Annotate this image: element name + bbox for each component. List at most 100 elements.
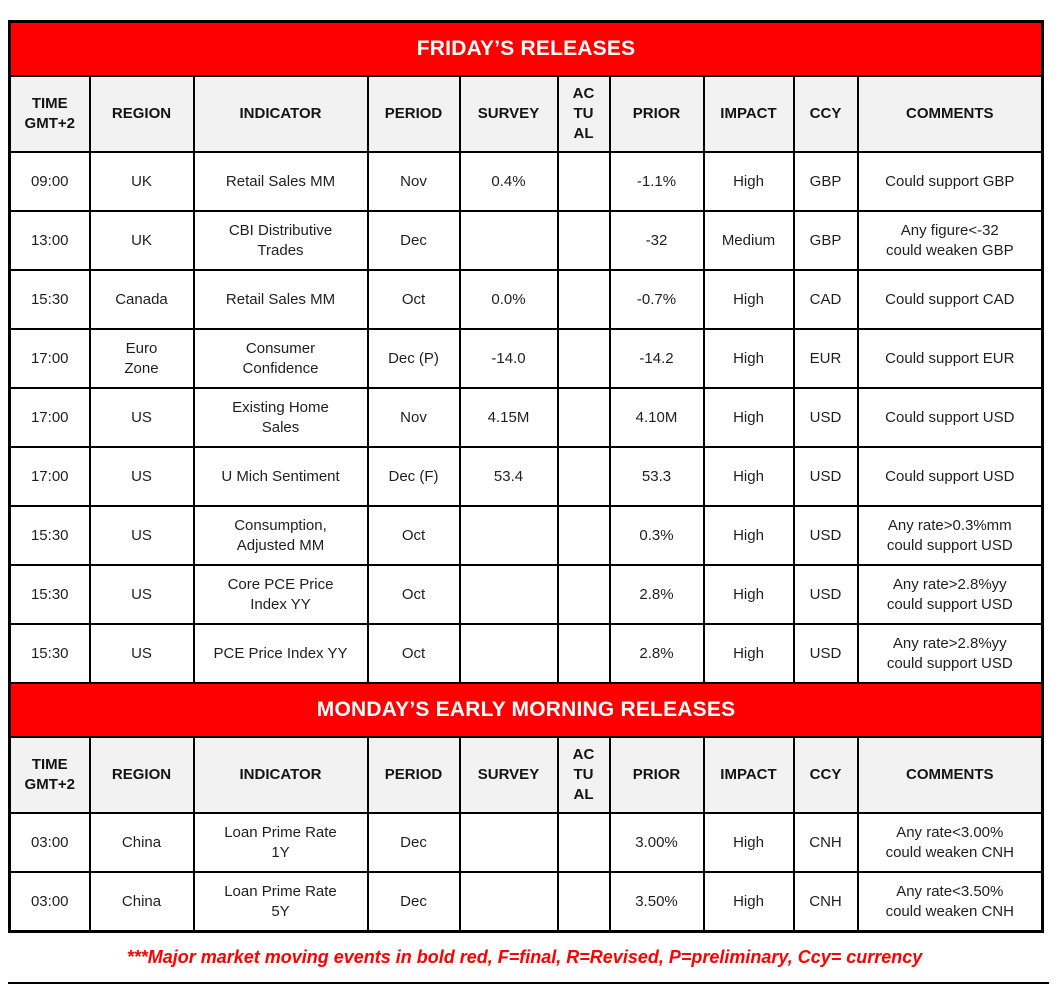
cell-ccy: CNH [792,871,859,933]
cell-comments: Could support CAD [856,269,1044,330]
cell-actual [556,812,611,873]
cell-survey [458,210,559,271]
cell-impact: High [702,871,795,933]
cell-region: US [88,387,195,448]
cell-actual [556,269,611,330]
table-row: 15:30 US PCE Price Index YY Oct 2.8% High USD A… [8,623,1044,684]
cell-ccy: GBP [792,151,859,212]
section-banner: MONDAY’S EARLY MORNING RELEASES [8,682,1044,738]
cell-region: Euro Zone [88,328,195,389]
cell-survey: 0.4% [458,151,559,212]
bottom-divider [8,982,1049,984]
cell-region: Canada [88,269,195,330]
cell-ccy: USD [792,564,859,625]
cell-comments: Any rate<3.00% could weaken CNH [856,812,1044,873]
cell-period: Dec (P) [366,328,461,389]
cell-indicator: PCE Price Index YY [192,623,369,684]
cell-comments: Any rate<3.50% could weaken CNH [856,871,1044,933]
cell-prior: 2.8% [608,623,705,684]
cell-prior: -32 [608,210,705,271]
cell-period: Dec [366,812,461,873]
cell-survey [458,505,559,566]
cell-ccy: GBP [792,210,859,271]
cell-time: 17:00 [8,328,91,389]
cell-impact: Medium [702,210,795,271]
cell-impact: High [702,564,795,625]
column-header-region: REGION [88,736,195,814]
column-header-region: REGION [88,75,195,153]
releases-table: FRIDAY’S RELEASES TIME GMT+2 REGION INDICAT… [8,20,1045,933]
column-header-survey: SURVEY [458,75,559,153]
section-banner: FRIDAY’S RELEASES [8,20,1044,77]
cell-period: Nov [366,387,461,448]
column-header-survey: SURVEY [458,736,559,814]
column-header-impact: IMPACT [702,736,795,814]
cell-impact: High [702,328,795,389]
column-header-prior: PRIOR [608,75,705,153]
cell-prior: 3.50% [608,871,705,933]
cell-prior: 3.00% [608,812,705,873]
cell-prior: -14.2 [608,328,705,389]
table-row: 13:00 UK CBI Distributive Trades Dec -32 Medi… [8,210,1044,271]
cell-indicator: Existing Home Sales [192,387,369,448]
cell-actual [556,564,611,625]
cell-time: 13:00 [8,210,91,271]
cell-ccy: USD [792,623,859,684]
cell-indicator: Consumption, Adjusted MM [192,505,369,566]
cell-comments: Any rate>2.8%yy could support USD [856,564,1044,625]
table-row: 03:00 China Loan Prime Rate 5Y Dec 3.50% High… [8,871,1044,933]
cell-prior: 0.3% [608,505,705,566]
column-header-ccy: CCY [792,736,859,814]
cell-period: Nov [366,151,461,212]
column-header-prior: PRIOR [608,736,705,814]
cell-comments: Could support USD [856,446,1044,507]
cell-impact: High [702,812,795,873]
cell-survey [458,871,559,933]
cell-survey: 53.4 [458,446,559,507]
table-row: 09:00 UK Retail Sales MM Nov 0.4% -1.1% High GB… [8,151,1044,212]
column-header-time: TIME GMT+2 [8,75,91,153]
cell-actual [556,210,611,271]
column-header-time: TIME GMT+2 [8,736,91,814]
cell-region: US [88,505,195,566]
cell-prior: 4.10M [608,387,705,448]
table-row: 03:00 China Loan Prime Rate 1Y Dec 3.00% High… [8,812,1044,873]
cell-period: Dec (F) [366,446,461,507]
cell-actual [556,387,611,448]
cell-actual [556,871,611,933]
cell-survey [458,623,559,684]
cell-time: 15:30 [8,269,91,330]
column-header-period: PERIOD [366,75,461,153]
cell-indicator: Retail Sales MM [192,151,369,212]
column-header-impact: IMPACT [702,75,795,153]
table-row: 15:30 Canada Retail Sales MM Oct 0.0% -0.7% Hi… [8,269,1044,330]
cell-impact: High [702,446,795,507]
cell-region: UK [88,151,195,212]
column-header-indicator: INDICATOR [192,75,369,153]
cell-actual [556,328,611,389]
cell-ccy: CNH [792,812,859,873]
cell-indicator: Loan Prime Rate 5Y [192,871,369,933]
cell-impact: High [702,151,795,212]
cell-indicator: CBI Distributive Trades [192,210,369,271]
cell-indicator: Consumer Confidence [192,328,369,389]
table-row: 17:00 US Existing Home Sales Nov 4.15M 4.10M H… [8,387,1044,448]
cell-period: Dec [366,210,461,271]
cell-actual [556,623,611,684]
cell-impact: High [702,387,795,448]
cell-ccy: CAD [792,269,859,330]
cell-time: 03:00 [8,812,91,873]
cell-prior: -0.7% [608,269,705,330]
cell-time: 15:30 [8,564,91,625]
table-row: 15:30 US Consumption, Adjusted MM Oct 0.3% Hi… [8,505,1044,566]
cell-prior: -1.1% [608,151,705,212]
cell-indicator: Core PCE Price Index YY [192,564,369,625]
cell-actual [556,151,611,212]
cell-impact: High [702,623,795,684]
cell-prior: 53.3 [608,446,705,507]
cell-comments: Any rate>2.8%yy could support USD [856,623,1044,684]
cell-ccy: EUR [792,328,859,389]
cell-time: 17:00 [8,387,91,448]
column-header-row: TIME GMT+2 REGION INDICATOR PERIOD SURVEY ACT… [8,736,1044,814]
